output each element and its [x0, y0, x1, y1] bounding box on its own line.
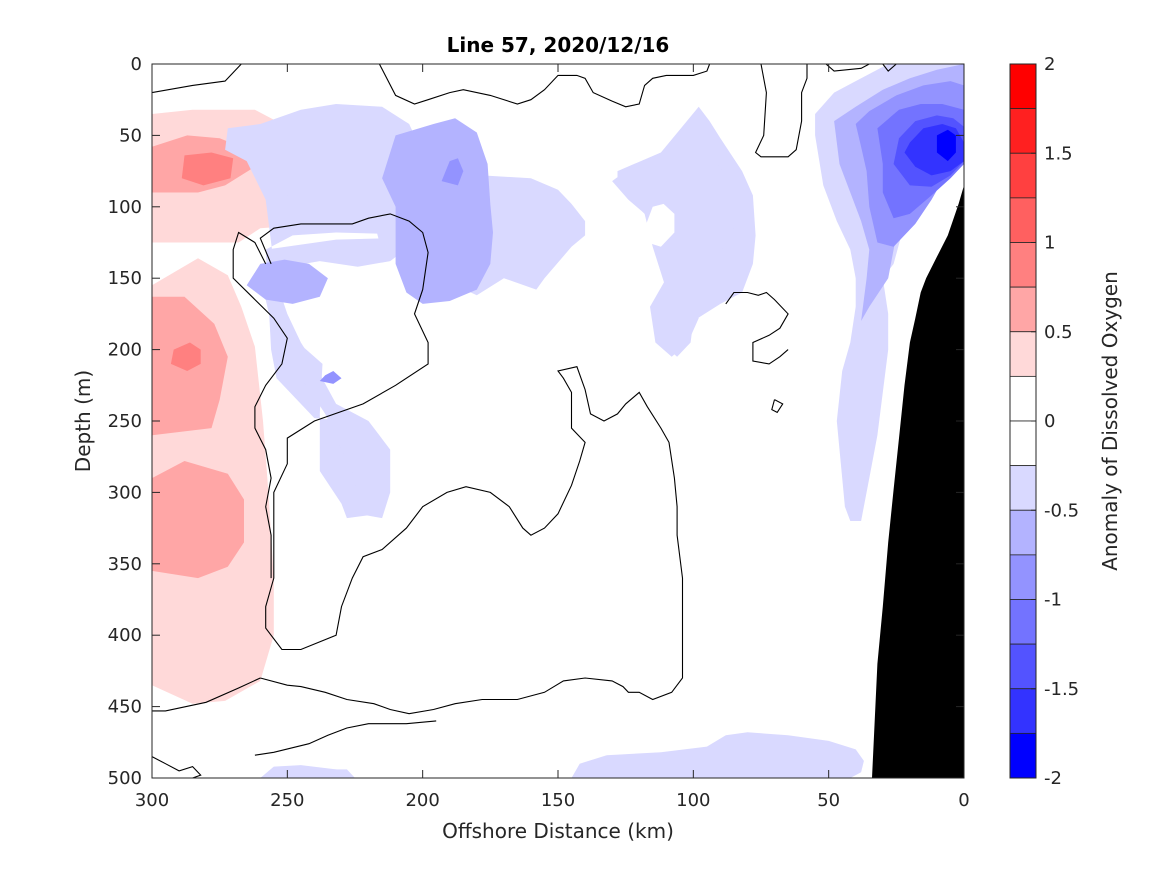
contour-region-positive-anomaly-0.75-a [181, 152, 234, 186]
contour-region-negative-anomaly-0.5-left [246, 259, 328, 304]
zero-contour-line-4 [259, 213, 684, 715]
contour-region-negative-anomaly-central-west-cutout [330, 303, 374, 350]
colorbar-swatch [1009, 509, 1037, 556]
x-axis: 300 250 200 150 100 50 0 [135, 64, 970, 811]
zero-contour-line-3 [825, 64, 897, 72]
colorbar-label: Anomaly of Dissolved Oxygen [1098, 271, 1122, 571]
colorbar-tick-label: 0 [1044, 411, 1055, 432]
y-tick-label: 300 [108, 482, 142, 503]
colorbar-swatch [1009, 599, 1037, 645]
zero-contour-line-2 [754, 64, 808, 158]
colorbar: 2 1.5 1 0.5 0 -0.5 -1 -1.5 -2 [1009, 54, 1079, 789]
y-axis: 0 50 100 150 200 250 300 350 400 450 500 [108, 54, 964, 789]
colorbar-swatch [1009, 375, 1037, 422]
colorbar-tick-label: -0.5 [1044, 500, 1079, 521]
colorbar-swatch [1009, 420, 1037, 467]
colorbar-swatch [1009, 331, 1037, 377]
colorbar-tick-label: 1 [1044, 233, 1055, 254]
colorbar-swatch [1009, 465, 1037, 511]
contour-region-positive-anomaly-0.75-b [170, 342, 201, 371]
contour-region-negative-anomaly-0.75-dot-b [319, 371, 342, 384]
x-tick-label: 300 [135, 790, 169, 811]
colorbar-swatch [1009, 108, 1037, 154]
y-tick-label: 400 [108, 625, 142, 646]
y-tick-label: 350 [108, 554, 142, 575]
y-tick-label: 100 [108, 197, 142, 218]
y-axis-label: Depth (m) [71, 370, 95, 472]
contour-region-negative-anomaly-0.75-dot [441, 158, 464, 186]
zero-contour-line-6 [725, 291, 789, 365]
contour-layer [152, 64, 964, 778]
contour-region-negative-anomaly-east-central-a [612, 161, 740, 357]
x-tick-label: 0 [958, 790, 969, 811]
colorbar-tick-label: 1.5 [1044, 143, 1073, 164]
y-tick-label: 250 [108, 411, 142, 432]
landmask-shelf [872, 185, 964, 778]
zero-contour-line-0 [152, 64, 242, 94]
zero-contour-line-9 [254, 720, 437, 756]
zero-contour-line-5 [232, 231, 288, 579]
chart-title: Line 57, 2020/12/16 [447, 33, 670, 57]
x-tick-label: 50 [817, 790, 840, 811]
colorbar-swatch [1009, 732, 1037, 779]
y-tick-label: 150 [108, 268, 142, 289]
contour-region-positive-anomaly-0.5-deep [152, 461, 244, 579]
y-tick-label: 0 [131, 54, 142, 75]
contour-region-negative-anomaly-coast-1.75 [936, 129, 956, 162]
colorbar-tick-label: -1 [1044, 590, 1062, 611]
colorbar-tick-label: 2 [1044, 54, 1055, 75]
contour-region-negative-anomaly-0.5-center [382, 118, 493, 304]
x-tick-label: 200 [405, 790, 439, 811]
contour-region-negative-anomaly-bottom-a [571, 732, 864, 778]
colorbar-swatch [1009, 197, 1037, 243]
x-tick-label: 150 [541, 790, 575, 811]
contour-region-negative-anomaly-bottom-c [314, 769, 355, 778]
colorbar-swatch [1009, 554, 1037, 600]
y-tick-label: 450 [108, 697, 142, 718]
colorbar-tick-label: -1.5 [1044, 679, 1079, 700]
x-tick-label: 100 [676, 790, 710, 811]
y-tick-label: 500 [108, 768, 142, 789]
y-tick-label: 50 [119, 125, 142, 146]
x-axis-label: Offshore Distance (km) [442, 819, 674, 843]
y-tick-label: 200 [108, 340, 142, 361]
contour-region-negative-anomaly-east-central-cutout [644, 203, 675, 247]
colorbar-swatch [1009, 688, 1037, 734]
zero-contour-line-7 [771, 399, 784, 414]
plot-area [151, 63, 965, 779]
colorbar-swatch [1009, 63, 1037, 110]
colorbar-tick-label: 0.5 [1044, 322, 1073, 343]
colorbar-tick-label: -2 [1044, 768, 1062, 789]
zero-contour-line-8 [152, 756, 202, 778]
colorbar-swatch [1009, 643, 1037, 690]
zero-contour-line-1 [378, 64, 711, 108]
zero-contour-line-10 [152, 677, 261, 712]
colorbar-swatch [1009, 242, 1037, 288]
colorbar-swatch [1009, 152, 1037, 199]
colorbar-swatch [1009, 286, 1037, 333]
x-tick-label: 250 [270, 790, 304, 811]
